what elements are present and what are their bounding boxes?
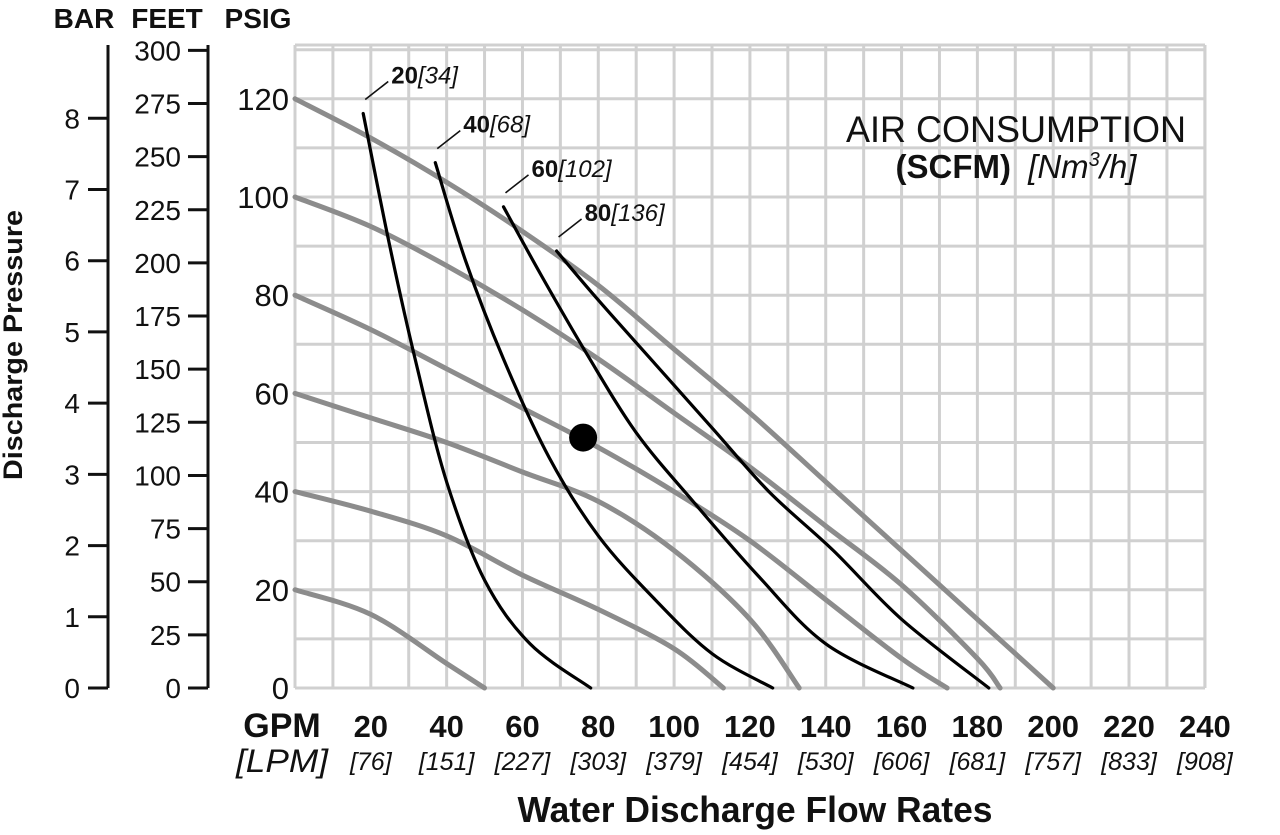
y-tick-label-feet: 250 [134, 142, 181, 173]
scfm-unit: (SCFM) [896, 148, 1011, 185]
x-tick-label-lpm: [908] [1176, 748, 1234, 776]
pressure-curve [292, 194, 1003, 691]
pressure-curve [292, 96, 1056, 691]
chart-labels: 20[34]40[68]60[102]80[136]20[76]40[151]6… [64, 35, 1233, 776]
x-tick-label-gpm: 200 [1027, 709, 1079, 744]
air-curve-label-nm3h: [34] [417, 63, 459, 90]
y-axis-title: Discharge Pressure [0, 210, 28, 480]
x-tick-label-gpm: 180 [952, 709, 1004, 744]
y-tick-label-psig: 20 [255, 573, 289, 608]
air-curve-80 [555, 249, 991, 690]
pressure-curve [292, 292, 950, 691]
x-tick-label-lpm: [833] [1100, 748, 1158, 776]
x-tick-label-gpm: 20 [354, 709, 388, 744]
y-tick-label-bar: 7 [64, 175, 80, 206]
x-tick-label-lpm: [76] [349, 748, 393, 776]
x-tick-label-gpm: 240 [1179, 709, 1231, 744]
x-tick-label-lpm: [757] [1024, 748, 1082, 776]
y-tick-label-feet: 200 [134, 248, 181, 279]
chart-axes [88, 45, 210, 690]
y-tick-label-bar: 8 [64, 103, 80, 134]
y-tick-label-feet: 25 [150, 620, 181, 651]
air-curve-20 [361, 111, 593, 690]
feet-header: FEET [131, 3, 203, 34]
x-tick-label-gpm: 60 [505, 709, 539, 744]
x-tick-label-gpm: 100 [648, 709, 700, 744]
x-tick-label-gpm: 80 [581, 709, 615, 744]
air-curve-label-scfm: 60 [532, 156, 559, 183]
air-consumption-title: AIR CONSUMPTION [846, 109, 1186, 150]
x-tick-label-lpm: [379] [645, 748, 703, 776]
air-curve-label-nm3h: [102] [557, 156, 613, 183]
y-tick-label-bar: 6 [64, 246, 80, 277]
air-curve-label: 20[34] [391, 63, 459, 90]
pressure-curve [292, 390, 802, 691]
y-tick-label-feet: 100 [134, 460, 181, 491]
x-tick-label-gpm: 220 [1103, 709, 1155, 744]
y-tick-label-feet: 225 [134, 195, 181, 226]
x-tick-label-lpm: [303] [569, 748, 627, 776]
y-tick-label-feet: 50 [150, 567, 181, 598]
x-unit-lpm: [LPM] [235, 743, 329, 779]
x-tick-label-lpm: [606] [873, 748, 931, 776]
y-tick-label-bar: 3 [64, 459, 80, 490]
pressure-curve [292, 489, 726, 691]
air-consumption-unit: (SCFM) [Nm3/h] [896, 148, 1138, 185]
y-tick-label-psig: 80 [255, 278, 289, 313]
x-tick-label-gpm: 140 [800, 709, 852, 744]
air-curve-leader [558, 218, 583, 238]
air-curve-label-nm3h: [68] [489, 112, 531, 139]
x-tick-label-lpm: [454] [721, 748, 779, 776]
air-curve-leader [505, 174, 529, 194]
y-tick-label-psig: 0 [272, 671, 289, 706]
nm3h-unit-post: /h] [1098, 148, 1138, 185]
x-unit-gpm: GPM [243, 707, 320, 745]
air-curve-60 [501, 205, 915, 690]
air-curve-label-scfm: 20 [391, 63, 418, 90]
x-tick-label-lpm: [530] [797, 748, 855, 776]
x-tick-label-lpm: [227] [494, 748, 552, 776]
psig-header: PSIG [225, 3, 292, 34]
operating-point [569, 423, 598, 452]
y-tick-label-psig: 40 [255, 475, 289, 510]
y-tick-label-feet: 125 [134, 407, 181, 438]
pressure-curve [292, 587, 487, 691]
y-tick-label-bar: 4 [64, 388, 80, 419]
air-consumption-curves [361, 80, 991, 690]
x-tick-label-gpm: 160 [876, 709, 928, 744]
x-tick-label-gpm: 40 [429, 709, 463, 744]
air-curve-label: 60[102] [532, 156, 613, 183]
y-tick-label-psig: 120 [237, 82, 289, 117]
chart-grid [293, 43, 1207, 690]
y-tick-label-bar: 1 [64, 602, 80, 633]
y-tick-label-psig: 60 [255, 376, 289, 411]
y-tick-label-psig: 100 [237, 180, 289, 215]
y-tick-label-bar: 0 [64, 673, 80, 704]
x-tick-label-lpm: [151] [418, 748, 476, 776]
y-tick-label-bar: 5 [64, 317, 80, 348]
y-tick-label-bar: 2 [64, 531, 80, 562]
y-tick-label-feet: 150 [134, 354, 181, 385]
air-curve-label-scfm: 40 [463, 112, 490, 139]
air-curve-40 [433, 161, 775, 690]
air-curve-leader [364, 80, 389, 101]
x-tick-label-lpm: [681] [949, 748, 1007, 776]
air-curve-label: 40[68] [463, 112, 531, 139]
air-curve-leader [436, 130, 461, 150]
pressure-curves [292, 96, 1056, 691]
bar-header: BAR [54, 3, 115, 34]
air-curve-label: 80[136] [585, 200, 666, 227]
nm3h-unit-sup: 3 [1089, 149, 1100, 171]
x-axis-title: Water Discharge Flow Rates [518, 789, 993, 830]
y-tick-label-feet: 75 [150, 514, 181, 545]
nm3h-unit-pre: [Nm [1027, 148, 1089, 185]
y-tick-label-feet: 0 [165, 673, 181, 704]
air-curve-label-nm3h: [136] [610, 200, 666, 227]
y-tick-label-feet: 175 [134, 301, 181, 332]
y-tick-label-feet: 275 [134, 88, 181, 119]
x-tick-label-gpm: 120 [724, 709, 776, 744]
air-curve-label-scfm: 80 [585, 200, 612, 227]
y-tick-label-feet: 300 [134, 35, 181, 66]
